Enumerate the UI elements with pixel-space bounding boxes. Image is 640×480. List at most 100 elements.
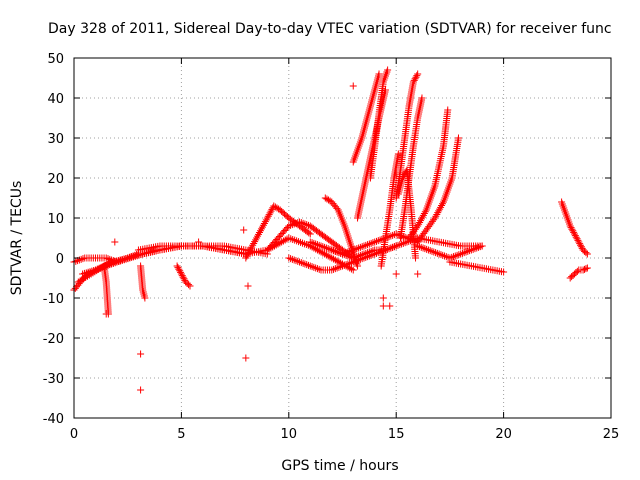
axis-ticks: 0 5 10 15 20 25 -40 -30 -20 -10 0 10 20 30 40 50 bbox=[43, 52, 620, 442]
data-point bbox=[576, 240, 584, 248]
data-point bbox=[412, 73, 420, 81]
data-point bbox=[435, 250, 443, 258]
data-point bbox=[469, 245, 477, 253]
data-point bbox=[77, 255, 85, 263]
x-tick-label: 20 bbox=[495, 427, 512, 442]
data-point bbox=[337, 249, 345, 257]
data-point bbox=[287, 255, 295, 263]
data-point bbox=[423, 245, 431, 253]
data-point bbox=[394, 241, 402, 249]
data-point bbox=[346, 253, 354, 261]
data-point bbox=[365, 240, 373, 248]
data-point bbox=[437, 251, 445, 259]
data-point bbox=[186, 282, 194, 290]
data-points bbox=[70, 66, 591, 394]
data-point bbox=[367, 247, 375, 255]
data-point bbox=[582, 249, 590, 257]
data-point bbox=[326, 253, 334, 261]
x-tick-label: 10 bbox=[281, 427, 298, 442]
data-point bbox=[399, 239, 407, 247]
y-tick-label: 30 bbox=[47, 132, 64, 147]
data-point bbox=[346, 259, 354, 267]
data-point bbox=[287, 221, 295, 229]
data-point bbox=[381, 86, 389, 94]
data-point bbox=[421, 245, 429, 253]
y-tick-label: 10 bbox=[47, 212, 64, 227]
data-point bbox=[378, 235, 386, 243]
outlier-point bbox=[386, 302, 394, 310]
data-point bbox=[310, 239, 318, 247]
outlier-point bbox=[242, 354, 250, 362]
data-point bbox=[451, 252, 459, 260]
chart-title: Day 328 of 2011, Sidereal Day-to-day VTE… bbox=[48, 21, 612, 37]
data-point bbox=[104, 255, 112, 263]
data-point bbox=[374, 237, 382, 245]
data-point bbox=[392, 242, 400, 250]
data-point bbox=[297, 259, 305, 267]
data-point bbox=[355, 244, 363, 252]
data-point bbox=[242, 254, 250, 262]
data-point bbox=[431, 214, 439, 222]
y-axis-label: SDTVAR / TECUs bbox=[9, 181, 25, 296]
data-point bbox=[342, 261, 350, 269]
data-point bbox=[79, 255, 87, 263]
data-point bbox=[409, 78, 417, 86]
data-point bbox=[306, 262, 314, 270]
data-point bbox=[364, 249, 372, 257]
data-point bbox=[261, 218, 269, 226]
data-point bbox=[403, 238, 411, 246]
data-point bbox=[245, 249, 253, 257]
data-point bbox=[414, 222, 422, 230]
data-point bbox=[301, 260, 309, 268]
data-point bbox=[310, 263, 318, 271]
y-tick-label: 20 bbox=[47, 172, 64, 187]
data-point bbox=[417, 243, 425, 251]
data-point bbox=[333, 264, 341, 272]
data-point bbox=[437, 203, 445, 211]
data-point bbox=[328, 266, 336, 274]
data-point bbox=[315, 241, 323, 249]
data-point bbox=[433, 210, 441, 218]
data-point bbox=[333, 204, 341, 212]
data-point bbox=[292, 257, 300, 265]
data-point bbox=[281, 236, 289, 244]
data-point bbox=[421, 208, 429, 216]
data-point bbox=[413, 72, 421, 80]
data-point bbox=[296, 218, 304, 226]
data-point bbox=[253, 234, 261, 242]
data-point bbox=[571, 232, 579, 240]
data-point bbox=[317, 248, 325, 256]
data-point bbox=[457, 250, 465, 258]
data-point bbox=[321, 243, 329, 251]
data-point bbox=[572, 233, 580, 241]
outlier-point bbox=[379, 294, 387, 302]
data-point bbox=[252, 236, 260, 244]
data-point bbox=[344, 252, 352, 260]
data-point bbox=[466, 247, 474, 255]
data-point bbox=[428, 247, 436, 255]
data-point bbox=[304, 221, 312, 229]
data-point bbox=[410, 76, 418, 84]
data-point bbox=[340, 261, 348, 269]
data-point bbox=[356, 243, 364, 251]
data-point bbox=[176, 267, 184, 275]
data-point bbox=[414, 70, 422, 78]
data-point bbox=[259, 221, 267, 229]
data-point bbox=[312, 240, 320, 248]
data-point bbox=[347, 265, 355, 273]
data-point bbox=[339, 250, 346, 258]
data-point bbox=[313, 265, 321, 273]
data-point bbox=[433, 249, 441, 257]
data-point bbox=[570, 228, 578, 236]
data-point bbox=[384, 66, 392, 74]
data-point bbox=[305, 229, 313, 237]
data-point bbox=[442, 253, 450, 261]
outlier-point bbox=[137, 386, 145, 394]
data-point bbox=[180, 275, 188, 283]
data-point bbox=[414, 242, 422, 250]
data-point bbox=[358, 243, 366, 251]
data-point bbox=[364, 241, 372, 249]
data-point bbox=[356, 251, 364, 259]
outlier-point bbox=[102, 310, 110, 318]
